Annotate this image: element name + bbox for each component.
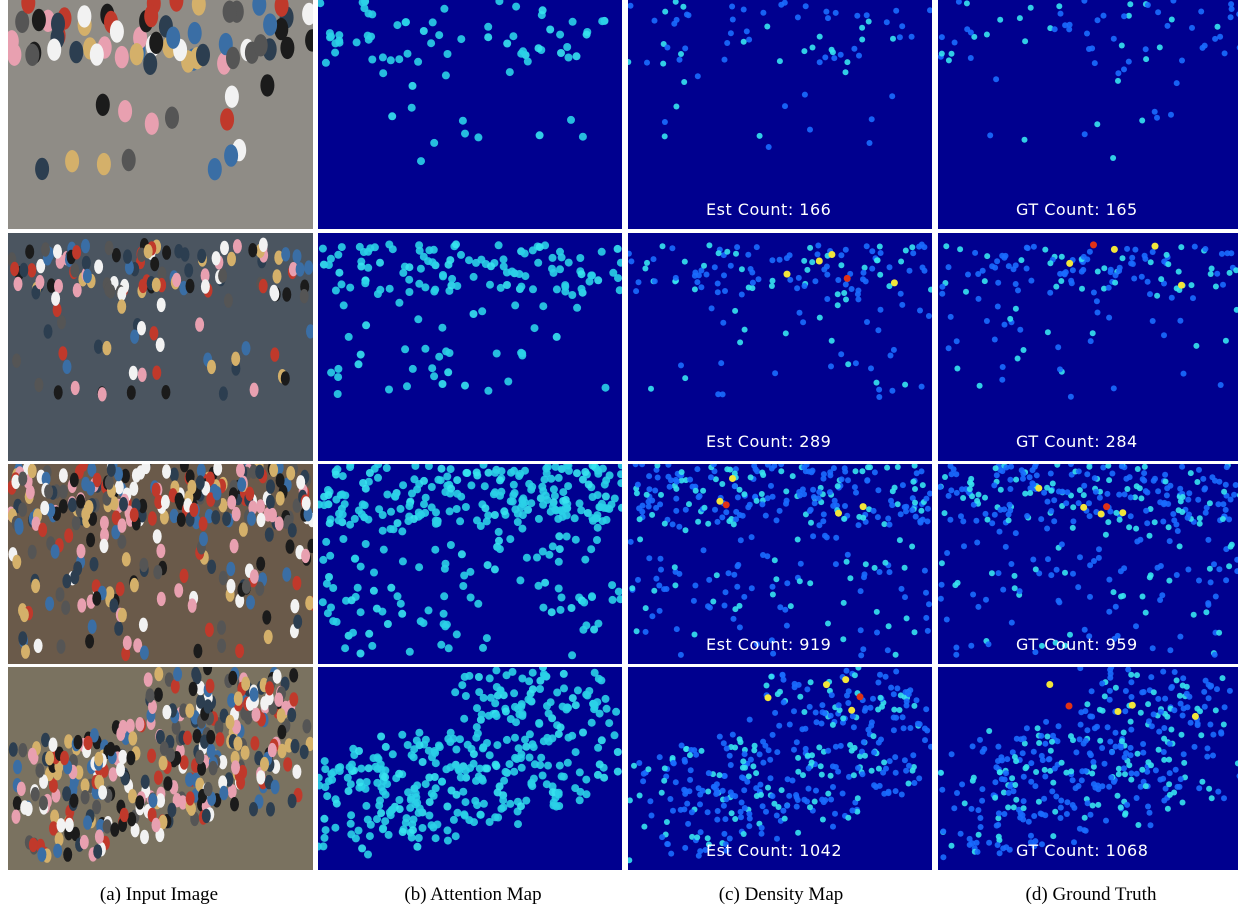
density-map-4: Est Count: 1042 xyxy=(628,667,932,870)
density-map-1: Est Count: 166 xyxy=(628,0,932,229)
gt-count-label: GT Count: 284 xyxy=(1016,432,1138,451)
gt-map-2: GT Count: 284 xyxy=(938,233,1238,461)
gt-count-label: GT Count: 165 xyxy=(1016,200,1138,219)
est-count-label: Est Count: 1042 xyxy=(706,841,843,860)
gt-map-1: GT Count: 165 xyxy=(938,0,1238,229)
est-count-label: Est Count: 166 xyxy=(706,200,832,219)
gt-count-label: GT Count: 1068 xyxy=(1016,841,1149,860)
est-count-label: Est Count: 289 xyxy=(706,432,832,451)
gt-map-3: GT Count: 959 xyxy=(938,464,1238,664)
density-map-2: Est Count: 289 xyxy=(628,233,932,461)
caption-density: (c) Density Map xyxy=(718,884,844,905)
est-count-label: Est Count: 919 xyxy=(706,635,832,654)
gt-map-4: GT Count: 1068 xyxy=(938,667,1238,870)
gt-count-label: GT Count: 959 xyxy=(1016,635,1138,654)
caption-input: (a) Input Image xyxy=(99,884,219,905)
input-image-2 xyxy=(8,233,313,461)
density-map-3: Est Count: 919 xyxy=(628,464,932,664)
attention-map-4 xyxy=(318,667,622,870)
attention-map-1 xyxy=(318,0,622,229)
caption-attention: (b) Attention Map xyxy=(404,884,542,905)
attention-map-3 xyxy=(318,464,622,664)
input-image-3 xyxy=(8,464,313,664)
caption-ground-truth: (d) Ground Truth xyxy=(1025,884,1157,905)
attention-map-2 xyxy=(318,233,622,461)
input-image-4 xyxy=(8,667,313,870)
input-image-1 xyxy=(8,0,313,229)
